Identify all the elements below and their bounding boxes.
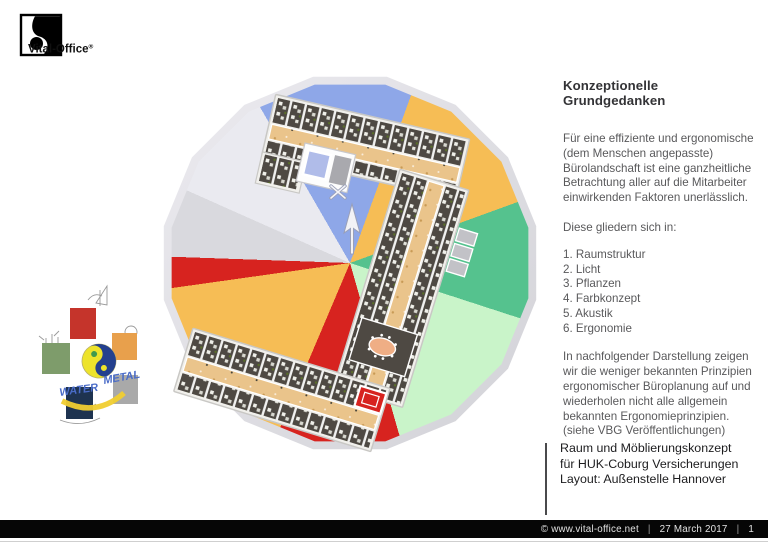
color-wheel-rim: [163, 76, 537, 450]
page-title: Konzeptionelle Grundgedanken: [563, 78, 666, 108]
list-item-farbkonzept: 4. Farbkonzept: [563, 292, 641, 306]
project-box-rule: [545, 443, 547, 515]
yin-yang-icon: [81, 343, 117, 379]
water-label: WATER: [59, 382, 99, 399]
footer-separator: |: [736, 523, 740, 535]
list-item-pflanzen: 3. Pflanzen: [563, 277, 622, 291]
concept-paragraph-2: In nachfolgender Darstellung zeigen wir …: [563, 350, 752, 438]
metal-label: METAL: [102, 369, 141, 387]
list-item-ergonomie: 6. Ergonomie: [563, 321, 632, 335]
water-square: [66, 387, 93, 419]
footer-separator: |: [647, 523, 651, 535]
project-line-1: Raum und Möblierungskonzept: [560, 441, 732, 455]
footer-bar: © www.vital-office.net | 27 March 2017 |…: [0, 520, 768, 538]
footer-page-number: 1: [748, 523, 754, 535]
project-line-3: Layout: Außenstelle Hannover: [560, 472, 727, 487]
logo-comma-shape: [32, 16, 60, 54]
concept-paragraph-1: Für eine effiziente und ergonomische (de…: [563, 132, 754, 205]
concept-list: 1. Raumstruktur 2. Licht 3. Pflanzen 4. …: [563, 248, 760, 336]
project-line-2: für HUK-Coburg Versicherungen: [560, 456, 739, 471]
list-item-akustik: 5. Akustik: [563, 306, 613, 320]
project-box: Raum und Möblierungskonzept für HUK-Cobu…: [560, 441, 760, 488]
five-elements-diagram: WATER METAL: [38, 284, 141, 424]
earth-square: [112, 333, 137, 360]
footer-date: 27 March 2017: [659, 523, 728, 535]
list-item-licht: 2. Licht: [563, 262, 601, 276]
swoosh: [60, 390, 126, 411]
footer-copyright-url[interactable]: © www.vital-office.net: [540, 523, 639, 535]
wood-square: [42, 343, 70, 374]
bottom-edge-line: [0, 541, 768, 542]
vital-office-logo: Vital-Office®: [19, 13, 94, 57]
logo-wordmark: Vital-Office®: [28, 43, 94, 56]
right-text-column: Konzeptionelle Grundgedanken Für eine ef…: [563, 78, 760, 454]
fire-square: [70, 308, 96, 339]
pencil-sketches: [38, 284, 138, 424]
list-item-raumstruktur: 1. Raumstruktur: [563, 247, 646, 261]
list-intro: Diese gliedern sich in:: [563, 221, 677, 235]
metal-square: [113, 375, 138, 404]
color-wheel-sectors: [171, 84, 529, 442]
